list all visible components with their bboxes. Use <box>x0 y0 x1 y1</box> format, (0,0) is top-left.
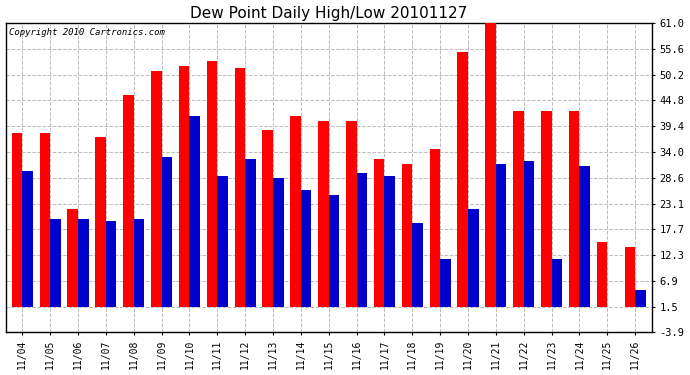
Bar <box>50 219 61 307</box>
Bar <box>440 259 451 307</box>
Bar <box>273 178 284 307</box>
Bar <box>551 259 562 307</box>
Bar <box>22 171 33 307</box>
Bar <box>68 209 78 307</box>
Bar <box>541 111 551 307</box>
Bar <box>245 159 256 307</box>
Bar <box>412 223 423 307</box>
Bar <box>189 116 200 307</box>
Bar <box>301 190 311 307</box>
Bar <box>217 176 228 307</box>
Bar <box>457 52 468 307</box>
Bar <box>161 156 172 307</box>
Bar <box>624 247 635 307</box>
Bar <box>123 94 134 307</box>
Bar <box>12 133 22 307</box>
Bar <box>318 121 328 307</box>
Bar <box>235 68 245 307</box>
Bar <box>134 219 144 307</box>
Bar <box>569 111 580 307</box>
Bar <box>357 173 367 307</box>
Bar <box>597 242 607 307</box>
Bar <box>468 209 479 307</box>
Bar <box>151 71 161 307</box>
Bar <box>328 195 339 307</box>
Bar <box>106 221 117 307</box>
Bar <box>635 290 646 307</box>
Bar <box>78 219 88 307</box>
Bar <box>384 176 395 307</box>
Bar <box>290 116 301 307</box>
Bar <box>262 130 273 307</box>
Bar <box>429 149 440 307</box>
Bar <box>207 61 217 307</box>
Bar <box>95 138 106 307</box>
Bar <box>513 111 524 307</box>
Bar <box>402 164 412 307</box>
Bar <box>496 164 506 307</box>
Bar <box>485 13 496 307</box>
Bar <box>39 133 50 307</box>
Bar <box>524 161 534 307</box>
Bar <box>179 66 189 307</box>
Bar <box>374 159 384 307</box>
Text: Copyright 2010 Cartronics.com: Copyright 2010 Cartronics.com <box>9 28 165 37</box>
Title: Dew Point Daily High/Low 20101127: Dew Point Daily High/Low 20101127 <box>190 6 467 21</box>
Bar <box>580 166 590 307</box>
Bar <box>346 121 357 307</box>
